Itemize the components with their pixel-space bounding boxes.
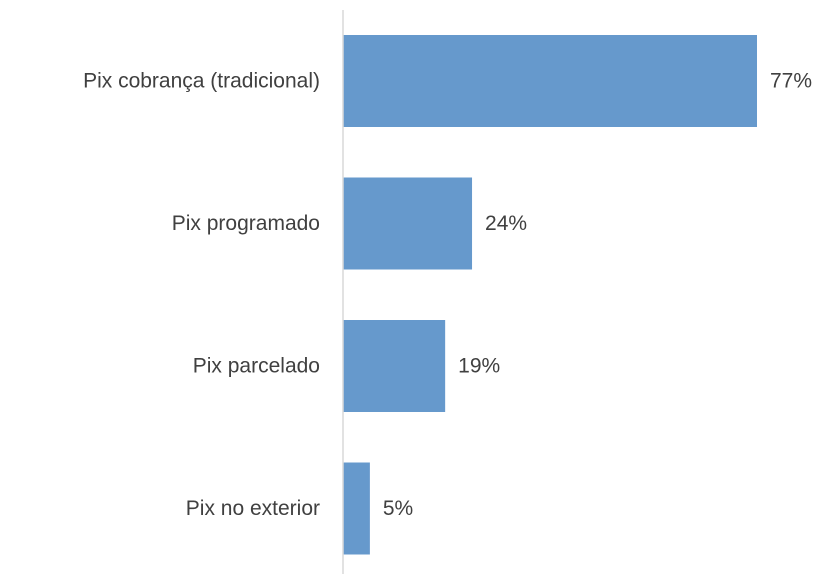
category-label: Pix parcelado	[193, 355, 320, 378]
category-label: Pix no exterior	[186, 497, 320, 520]
category-label: Pix cobrança (tradicional)	[83, 70, 320, 93]
data-label: 77%	[770, 70, 812, 93]
bar	[343, 320, 446, 412]
data-label: 5%	[383, 497, 413, 520]
bar	[343, 462, 370, 555]
data-label: 24%	[485, 212, 527, 235]
category-label: Pix programado	[172, 212, 320, 235]
bar	[343, 177, 473, 270]
bar	[343, 35, 757, 127]
data-label: 19%	[458, 355, 500, 378]
